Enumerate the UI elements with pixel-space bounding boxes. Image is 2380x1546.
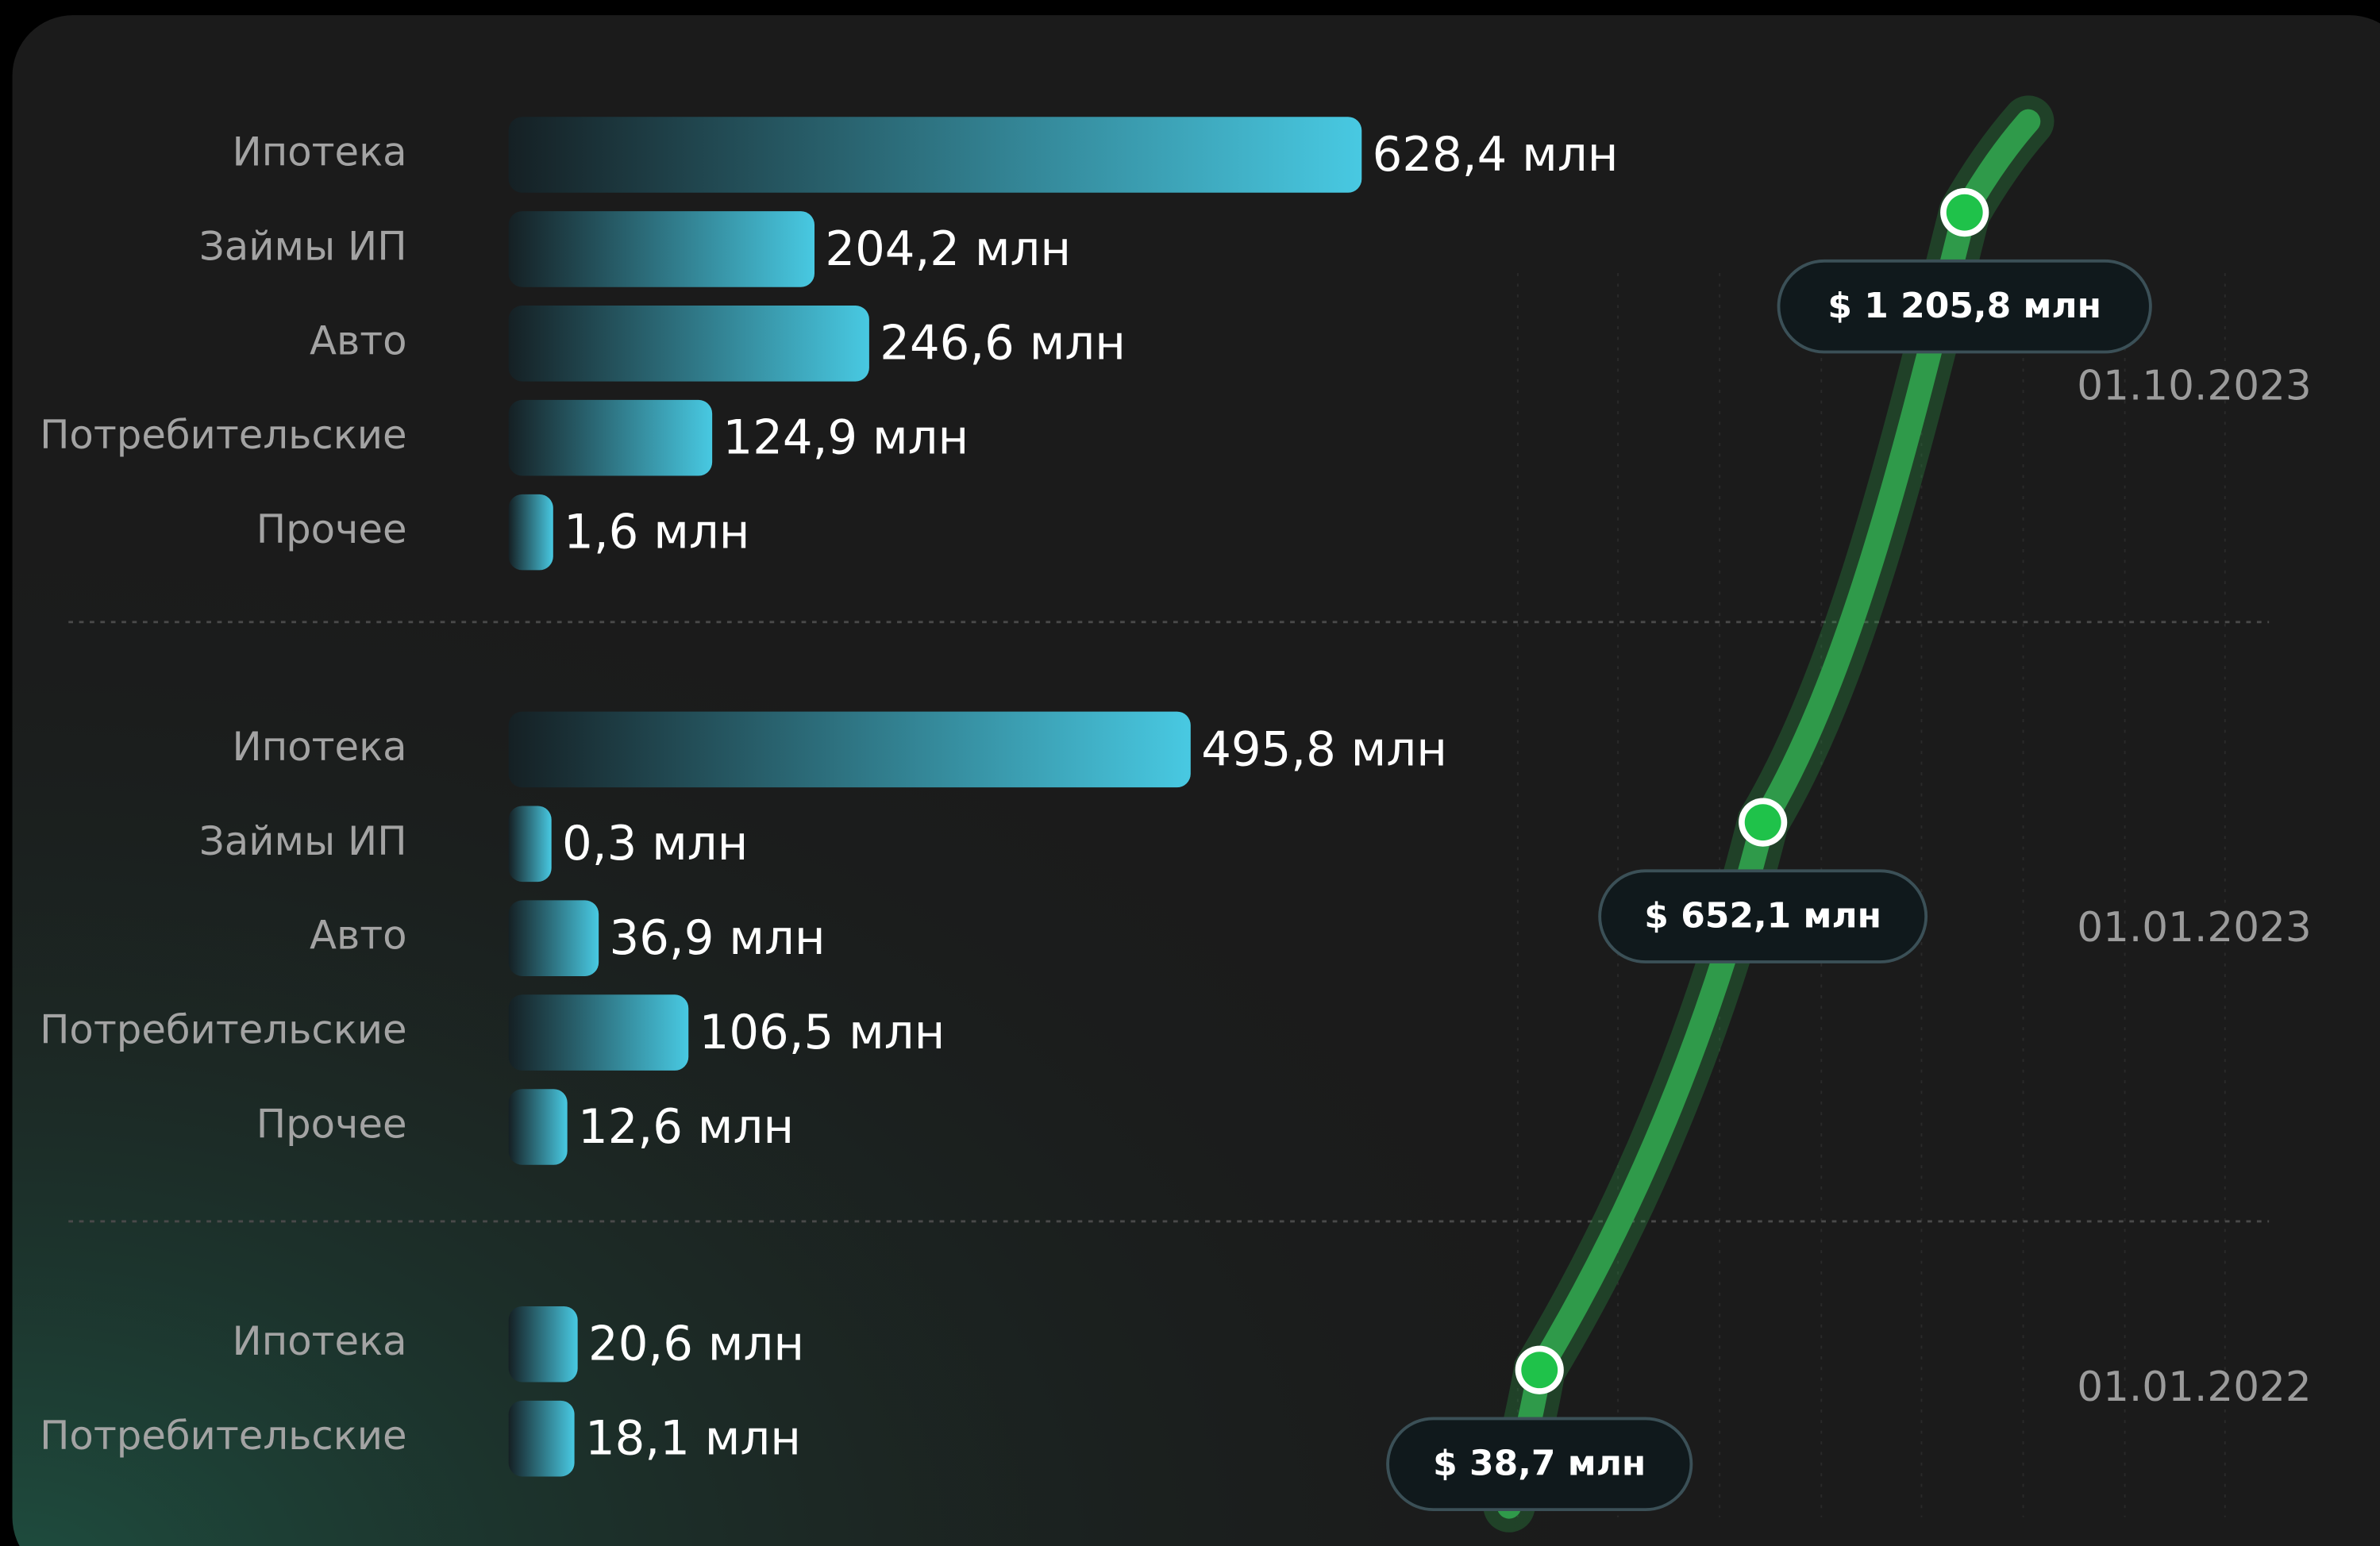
- bar: [508, 1089, 568, 1165]
- value-label: 246,6 млн: [880, 316, 1126, 371]
- category-label: Ипотека: [233, 129, 407, 175]
- value-label: 20,6 млн: [588, 1317, 804, 1371]
- category-label: Займы ИП: [199, 223, 407, 269]
- value-label: 124,9 млн: [723, 410, 969, 465]
- total-point-core: [1521, 1352, 1558, 1389]
- category-label: Авто: [310, 317, 407, 363]
- value-label: 106,5 млн: [699, 1005, 945, 1060]
- bar: [508, 900, 599, 976]
- category-label: Ипотека: [233, 724, 407, 770]
- value-label: 36,9 млн: [610, 910, 826, 965]
- value-label: 1,6 млн: [564, 505, 749, 560]
- total-point-core: [1946, 194, 1983, 231]
- value-label: 12,6 млн: [578, 1099, 794, 1154]
- value-label: 18,1 млн: [585, 1411, 801, 1466]
- category-label: Ипотека: [233, 1318, 407, 1364]
- value-label: 204,2 млн: [825, 221, 1071, 276]
- date-label: 01.01.2022: [2077, 1363, 2312, 1411]
- bar: [508, 1400, 575, 1477]
- total-pill: [1777, 259, 2152, 354]
- total-pill: [1598, 869, 1928, 963]
- category-label: Прочее: [256, 1101, 407, 1147]
- bar: [508, 494, 553, 571]
- value-label: 0,3 млн: [562, 816, 748, 871]
- date-label: 01.01.2023: [2077, 904, 2312, 952]
- card-glow: [12, 15, 2380, 1546]
- total-point-core: [1744, 804, 1781, 841]
- category-label: Потребительские: [40, 412, 407, 458]
- bar: [508, 806, 552, 883]
- bar: [508, 117, 1362, 193]
- bar: [508, 1306, 578, 1383]
- bar: [508, 711, 1191, 788]
- bar: [508, 994, 689, 1071]
- bar: [508, 399, 713, 476]
- category-label: Потребительские: [40, 1413, 407, 1459]
- value-label: 495,8 млн: [1201, 721, 1447, 776]
- bar: [508, 306, 869, 382]
- value-label: 628,4 млн: [1373, 127, 1619, 182]
- total-label: $ 1 205,8 млн: [1827, 286, 2101, 326]
- category-label: Прочее: [256, 506, 407, 552]
- total-pill: [1386, 1417, 1693, 1512]
- category-label: Авто: [310, 913, 407, 959]
- total-label: $ 652,1 млн: [1644, 896, 1881, 936]
- category-label: Потребительские: [40, 1007, 407, 1053]
- bar: [508, 211, 815, 287]
- category-label: Займы ИП: [199, 818, 407, 864]
- total-label: $ 38,7 млн: [1433, 1444, 1646, 1484]
- date-label: 01.10.2023: [2077, 362, 2312, 410]
